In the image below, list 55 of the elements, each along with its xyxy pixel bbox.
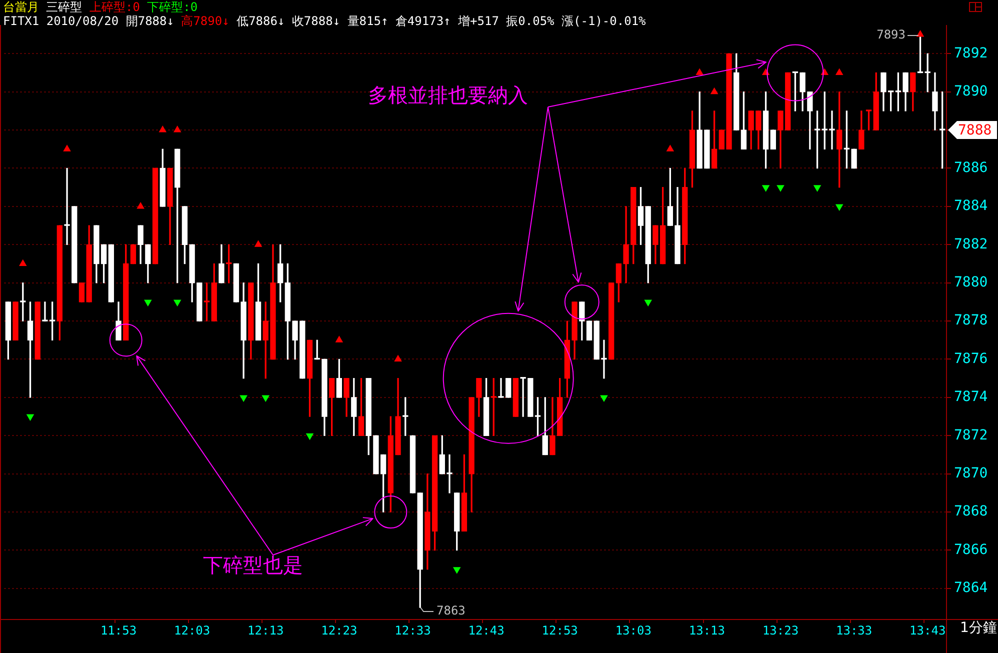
point	[63, 144, 71, 152]
x-tick-label: 12:53	[542, 623, 578, 638]
y-tick-label: 7876	[954, 350, 988, 367]
point	[262, 395, 270, 402]
y-tick-label: 7880	[954, 274, 988, 290]
point	[644, 300, 652, 306]
x-tick-label: 13:33	[836, 623, 872, 638]
y-tick-label: 7890	[954, 83, 988, 100]
y-tick-label: 7866	[954, 542, 988, 558]
point	[835, 204, 844, 211]
point	[666, 144, 674, 152]
point	[158, 126, 167, 132]
y-tick-label: 7886	[954, 160, 988, 176]
x-tick-label: 12:03	[174, 623, 210, 638]
point	[916, 30, 924, 37]
y-tick-label: 7882	[954, 236, 988, 252]
point	[18, 259, 27, 266]
annotation: 7863	[436, 604, 466, 618]
x-tick-label: 13:23	[762, 623, 799, 638]
x-tick-label: 12:33	[394, 623, 431, 638]
point	[173, 126, 182, 132]
x-tick-label: 12:43	[468, 623, 504, 638]
point	[600, 395, 608, 402]
y-tick-label: 7874	[954, 389, 988, 406]
point	[306, 433, 314, 440]
point	[136, 202, 144, 209]
y-tick-label: 7872	[954, 427, 988, 444]
point	[452, 567, 461, 574]
point	[240, 395, 248, 402]
y-tick-label: 7878	[954, 312, 988, 329]
point	[254, 240, 262, 247]
point	[26, 414, 34, 422]
chart-title: 台當月 三碎型 上碎型:0 下碎型:0	[3, 0, 198, 14]
y-tick-label: 7870	[954, 465, 988, 482]
x-tick-label: 12:13	[248, 623, 284, 638]
annotation: 多根並排也要納入	[368, 83, 528, 107]
annotation: 下碎型也是	[203, 553, 303, 577]
x-tick-label: 12:23	[321, 623, 358, 638]
y-tick-label: 7868	[954, 504, 988, 520]
point	[173, 300, 182, 306]
y-tick-label: 7892	[954, 45, 988, 62]
point	[696, 68, 704, 75]
text: FITX1 2010/08/20 開7888↓ 高7890↓ 低7886↓ 收7888↓ 量815↑ 倉49173↑ 增+517 振0.05% 漲(-1)-0.01%	[3, 14, 646, 28]
annotation: 7893	[876, 28, 906, 42]
text: 7888	[958, 122, 992, 139]
y-tick-label: 7864	[954, 580, 988, 596]
x-tick-label: 11:53	[100, 623, 137, 638]
x-tick-label: 13:43	[910, 623, 946, 638]
y-tick-label: 7884	[954, 198, 988, 214]
x-tick-label: 13:03	[615, 623, 652, 638]
x-tick-label: 13:13	[688, 623, 726, 638]
point	[144, 300, 152, 306]
point	[835, 68, 844, 75]
text: 1分鐘	[960, 619, 997, 637]
point	[710, 87, 718, 94]
